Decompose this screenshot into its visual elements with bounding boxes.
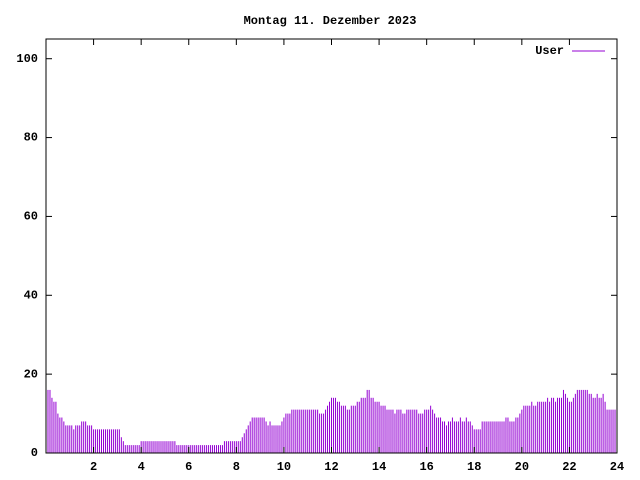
x-tick-label: 6	[185, 460, 192, 474]
y-tick-label: 80	[24, 131, 38, 145]
x-tick-label: 16	[419, 460, 433, 474]
y-tick-label: 40	[24, 288, 38, 302]
x-tick-label: 14	[372, 460, 386, 474]
y-tick-label: 60	[24, 210, 38, 224]
legend-label: User	[535, 44, 564, 58]
x-tick-label: 12	[324, 460, 338, 474]
x-tick-label: 22	[562, 460, 576, 474]
x-tick-label: 20	[515, 460, 529, 474]
x-tick-label: 24	[610, 460, 624, 474]
y-tick-label: 100	[16, 52, 38, 66]
chart-title: Montag 11. Dezember 2023	[244, 14, 417, 28]
x-tick-label: 10	[277, 460, 291, 474]
y-tick-label: 20	[24, 367, 38, 381]
x-tick-label: 4	[138, 460, 145, 474]
x-tick-label: 2	[90, 460, 97, 474]
plot-border	[45, 38, 618, 454]
x-tick-label: 18	[467, 460, 481, 474]
x-tick-label: 8	[233, 460, 240, 474]
y-tick-label: 0	[31, 446, 38, 460]
